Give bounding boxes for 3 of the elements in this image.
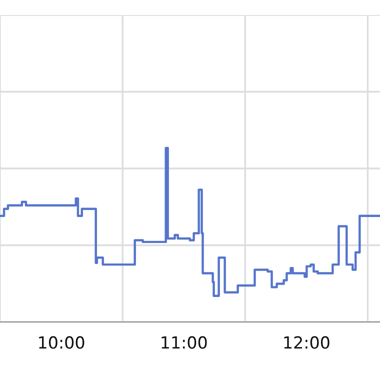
x-tick-label: 12:00 (284, 336, 330, 349)
x-tick-label: 10:00 (39, 336, 84, 349)
x-tick-label: 11:00 (162, 336, 207, 349)
